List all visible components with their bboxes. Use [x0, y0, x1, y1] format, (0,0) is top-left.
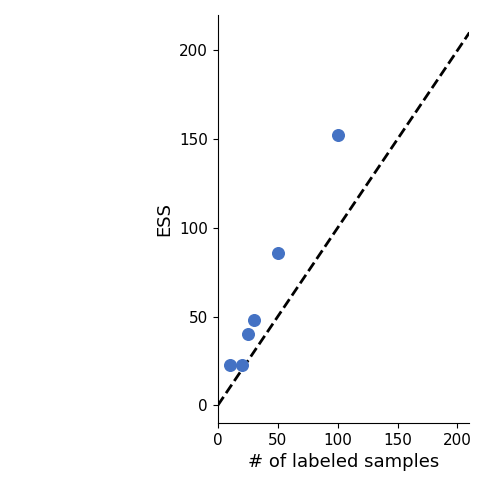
- Point: [238, 361, 246, 369]
- Point: [334, 131, 342, 139]
- Y-axis label: ESS: ESS: [156, 202, 174, 236]
- Point: [250, 316, 257, 324]
- X-axis label: # of labeled samples: # of labeled samples: [248, 454, 439, 471]
- Point: [226, 361, 234, 369]
- Point: [274, 249, 282, 257]
- Point: [244, 331, 252, 338]
